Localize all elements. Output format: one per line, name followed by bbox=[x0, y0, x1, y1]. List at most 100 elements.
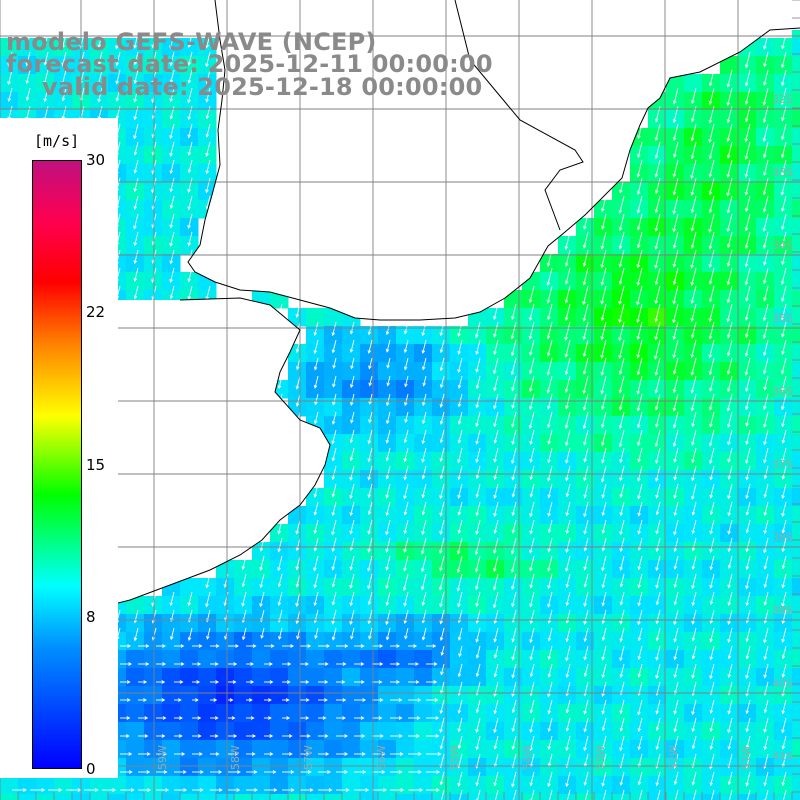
field-cell bbox=[684, 362, 703, 381]
wind-arrow-head bbox=[781, 261, 785, 266]
wind-arrow bbox=[566, 717, 571, 731]
field-cell bbox=[720, 776, 739, 795]
field-cell bbox=[432, 794, 451, 800]
field-cell bbox=[126, 614, 145, 633]
field-cell bbox=[378, 650, 397, 669]
wind-arrow-head bbox=[690, 191, 695, 196]
wind-arrow-head bbox=[763, 297, 767, 302]
field-cell bbox=[180, 758, 199, 777]
field-cell bbox=[738, 560, 757, 579]
wind-arrow-head bbox=[187, 225, 191, 229]
field-cell bbox=[648, 632, 667, 651]
wind-arrow bbox=[493, 321, 499, 338]
wind-arrow-head bbox=[727, 584, 731, 589]
field-cell bbox=[486, 596, 505, 615]
wind-arrow-head bbox=[205, 44, 210, 49]
field-cell bbox=[468, 650, 487, 669]
wind-arrow bbox=[673, 249, 679, 267]
field-cell bbox=[576, 236, 595, 255]
field-cell bbox=[288, 794, 307, 800]
wind-arrow bbox=[727, 213, 733, 232]
field-cell bbox=[792, 524, 800, 543]
field-cell bbox=[738, 254, 757, 273]
wind-arrow-head bbox=[367, 530, 371, 535]
wind-arrow-head bbox=[421, 420, 426, 425]
wind-arrow-head bbox=[493, 387, 497, 392]
wind-arrow bbox=[512, 483, 517, 497]
field-cell bbox=[432, 380, 451, 399]
wind-arrow-head bbox=[763, 81, 767, 86]
wind-arrow bbox=[547, 555, 553, 572]
wind-arrow-head bbox=[511, 460, 515, 465]
wind-arrow-head bbox=[690, 318, 695, 323]
wind-arrow-head bbox=[146, 752, 151, 756]
field-cell bbox=[468, 542, 487, 561]
wind-arrow bbox=[727, 177, 733, 196]
field-cell bbox=[504, 704, 523, 723]
field-cell bbox=[774, 470, 793, 489]
field-cell bbox=[738, 740, 757, 759]
wind-arrow-head bbox=[780, 281, 785, 286]
wind-arrow-head bbox=[547, 693, 551, 698]
wind-arrow-head bbox=[637, 584, 641, 589]
field-cell bbox=[360, 596, 379, 615]
wind-arrow bbox=[746, 429, 751, 445]
wind-arrow bbox=[601, 213, 607, 230]
wind-arrow-head bbox=[381, 770, 386, 774]
field-cell bbox=[720, 74, 739, 93]
wind-arrow bbox=[763, 213, 769, 232]
wind-arrow bbox=[134, 231, 139, 246]
wind-arrow-head bbox=[690, 155, 695, 160]
wind-arrow-head bbox=[601, 424, 605, 429]
field-cell bbox=[792, 416, 800, 435]
wind-arrow-head bbox=[763, 782, 768, 787]
wind-arrow-head bbox=[583, 494, 587, 499]
field-cell bbox=[522, 362, 541, 381]
wind-arrow-head bbox=[529, 351, 533, 356]
wind-arrow bbox=[493, 537, 499, 554]
wind-arrow bbox=[260, 555, 265, 571]
wind-arrow-head bbox=[745, 710, 750, 715]
wind-arrow-head bbox=[583, 530, 587, 535]
wind-arrow bbox=[728, 591, 733, 606]
wind-arrow-head bbox=[672, 100, 677, 105]
field-cell bbox=[666, 560, 685, 579]
wind-arrow-head bbox=[252, 734, 256, 738]
wind-arrow-head bbox=[601, 459, 605, 464]
wind-arrow-head bbox=[618, 443, 623, 448]
wind-arrow-head bbox=[475, 440, 479, 445]
wind-arrow-head bbox=[133, 169, 138, 174]
wind-arrow-head bbox=[403, 349, 408, 354]
wind-arrow bbox=[529, 285, 535, 303]
wind-arrow bbox=[584, 627, 589, 642]
field-cell bbox=[630, 668, 649, 687]
field-cell bbox=[558, 614, 577, 633]
wind-arrow-head bbox=[313, 332, 318, 336]
wind-arrow-head bbox=[331, 420, 336, 425]
wind-arrow-head bbox=[7, 81, 11, 86]
field-cell bbox=[594, 434, 613, 453]
field-cell bbox=[648, 182, 667, 201]
wind-arrow-head bbox=[673, 728, 677, 733]
wind-arrow-head bbox=[690, 118, 695, 123]
field-cell bbox=[198, 758, 217, 777]
field-cell bbox=[630, 308, 649, 327]
field-cell bbox=[702, 92, 721, 111]
field-cell bbox=[558, 578, 577, 597]
wind-arrow bbox=[582, 285, 589, 305]
wind-arrow-head bbox=[673, 458, 677, 463]
field-cell bbox=[756, 362, 775, 381]
wind-arrow bbox=[440, 447, 445, 462]
wind-arrow bbox=[781, 267, 787, 285]
field-cell bbox=[288, 344, 307, 363]
field-cell bbox=[774, 650, 793, 669]
wind-arrow bbox=[386, 627, 391, 640]
wind-arrow-head bbox=[344, 734, 349, 738]
field-cell bbox=[270, 722, 289, 741]
wind-arrow bbox=[423, 375, 427, 386]
wind-arrow-head bbox=[232, 680, 237, 684]
wind-arrow-head bbox=[332, 364, 336, 369]
wind-arrow-head bbox=[295, 385, 300, 390]
field-cell bbox=[666, 578, 685, 597]
wind-arrow-head bbox=[600, 372, 605, 376]
